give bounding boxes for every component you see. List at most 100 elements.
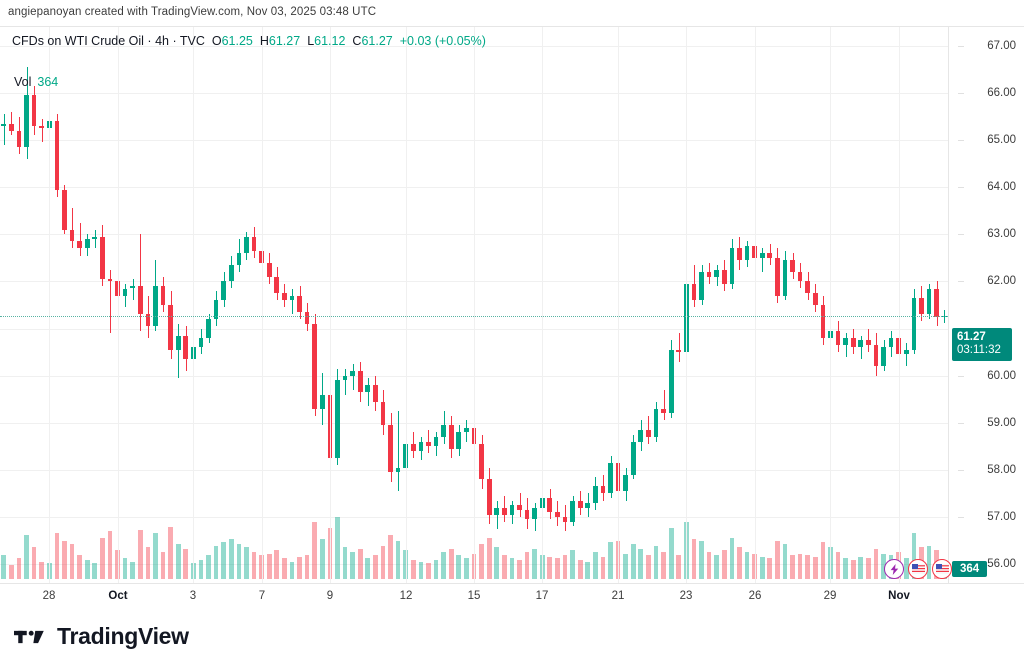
volume-bar [812, 556, 818, 579]
candle-body [1, 123, 7, 126]
volume-value-badge[interactable]: 364 [952, 561, 988, 577]
current-price-line [0, 315, 948, 317]
volume-bar [175, 544, 181, 579]
volume-bar [266, 553, 272, 579]
volume-bar [547, 556, 553, 579]
time-gridline [755, 27, 756, 583]
volume-bar [365, 558, 371, 579]
candle-body [100, 236, 105, 280]
time-gridline [542, 27, 543, 583]
volume-bar [107, 531, 113, 579]
time-axis-label: 17 [535, 590, 549, 602]
candle-body [350, 370, 355, 376]
volume-bar [122, 558, 128, 579]
candle-body [183, 335, 189, 360]
candle-body [843, 337, 848, 346]
current-price-badge[interactable]: 61.27 03:11:32 [952, 327, 1012, 361]
price-axis-label: 57.00 [987, 511, 1016, 524]
volume-bar [403, 550, 409, 579]
candle-wick [140, 234, 141, 331]
chart-container[interactable]: CFDs on WTI Crude Oil · 4h · TVC O61.25 H6… [0, 26, 1024, 609]
candle-body [410, 444, 416, 452]
volume-bar [866, 558, 871, 579]
volume-bar [304, 555, 310, 579]
price-plot-area[interactable] [0, 27, 948, 583]
volume-bar [570, 550, 575, 579]
candle-body [668, 349, 674, 414]
volume-bar [395, 540, 401, 579]
candle-body [790, 260, 795, 272]
candle-body [782, 260, 788, 296]
time-scale[interactable]: 28 Oct 3 7 9 12 15 17 21 23 26 29 Nov [0, 583, 1024, 609]
candle-body [486, 479, 492, 515]
candle-body [517, 505, 522, 510]
candle-body [206, 319, 211, 338]
chart-footer: TradingView [0, 608, 1024, 665]
time-axis-label: 23 [679, 590, 693, 602]
volume-bar [630, 544, 636, 579]
candle-body [706, 272, 712, 277]
candle-body [676, 349, 682, 353]
volume-bar [380, 545, 386, 579]
candle-wick [178, 323, 179, 379]
volume-bar [9, 564, 14, 579]
candle-body [570, 500, 575, 522]
volume-bar [668, 528, 674, 579]
volume-bar [577, 559, 583, 579]
volume-bar [206, 555, 211, 579]
volume-bar [168, 526, 173, 579]
candle-wick [368, 378, 369, 407]
time-gridline [406, 27, 407, 583]
candle-body [873, 345, 879, 367]
volume-bar [418, 561, 424, 579]
volume-bar [84, 559, 90, 579]
volume-bar [31, 547, 37, 579]
legend-close: C61.27 [352, 34, 393, 48]
candle-body [699, 272, 704, 301]
candle-body [289, 295, 295, 301]
volume-bar [517, 559, 522, 579]
time-axis-label: 21 [611, 590, 625, 602]
price-scale[interactable]: 67.00 66.00 65.00 64.00 63.00 62.00 60.00 59.00… [948, 27, 1024, 583]
candle-body [297, 295, 302, 313]
volume-bar [850, 559, 856, 579]
time-axis-label: 12 [399, 590, 413, 602]
volume-bar [312, 521, 318, 579]
candle-wick [906, 342, 907, 367]
volume-bar [160, 551, 166, 579]
candle-wick [762, 248, 763, 272]
volume-bar [752, 553, 757, 579]
candle-body [464, 427, 469, 433]
volume-bar [244, 547, 249, 579]
candle-body [547, 498, 553, 513]
candle-wick [679, 333, 680, 362]
volume-bar [251, 551, 257, 579]
legend-symbol[interactable]: CFDs on WTI Crude Oil · 4h · TVC [12, 34, 205, 48]
candle-wick [345, 368, 346, 395]
candle-body [919, 297, 924, 315]
candle-wick [846, 333, 847, 357]
volume-bar [335, 517, 340, 579]
candle-wick [4, 114, 5, 145]
candle-body [623, 474, 629, 492]
candle-body [92, 236, 98, 240]
us-flag-event-icon-2[interactable] [932, 559, 952, 579]
volume-bar [54, 532, 60, 579]
price-axis-label: 59.00 [987, 416, 1016, 429]
candle-body [555, 512, 560, 518]
us-flag-event-icon-1[interactable] [908, 559, 928, 579]
legend-low: L61.12 [307, 34, 346, 48]
candle-body [888, 337, 894, 348]
volume-bar [805, 555, 811, 579]
volume-bar [858, 556, 864, 579]
volume-bar [646, 555, 651, 579]
candle-body [911, 297, 917, 350]
candle-body [175, 335, 181, 350]
candle-body [39, 125, 45, 129]
time-axis-label: 28 [42, 590, 56, 602]
volume-bar [653, 545, 659, 579]
candle-body [54, 121, 60, 190]
volume-bar [820, 542, 826, 579]
price-axis-tick [958, 422, 964, 424]
economic-event-bolt-icon[interactable] [884, 559, 904, 579]
